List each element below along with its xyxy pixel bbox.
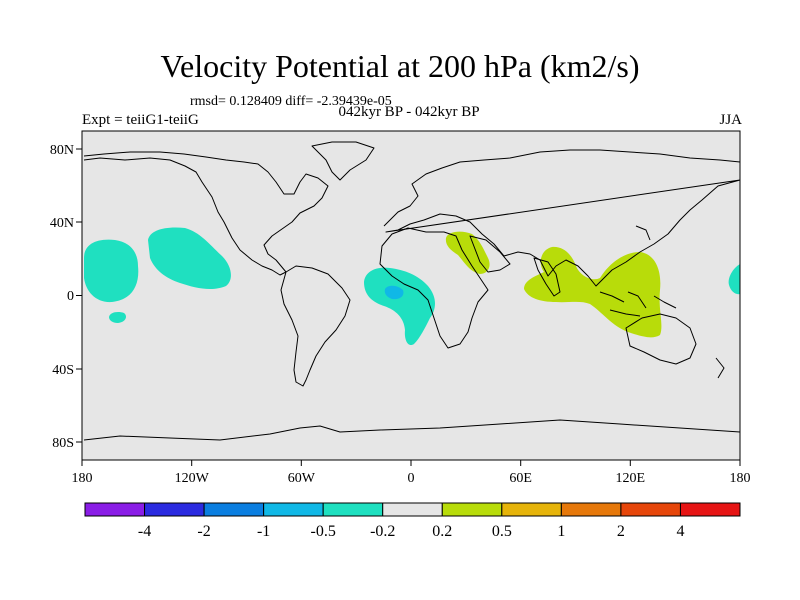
y-tick-label: 80N: [50, 143, 74, 158]
x-tick-label: 180: [730, 471, 751, 486]
x-tick-label: 60E: [509, 471, 532, 486]
stats-text: rmsd= 0.128409 diff= -2.39439e-05: [190, 94, 392, 109]
coast-australia: [625, 313, 697, 365]
colorbar-swatch: [620, 502, 681, 517]
x-tick-label: 180: [72, 471, 93, 486]
coast-africa: [379, 227, 489, 349]
negative-anomaly-central-pacific: [84, 239, 139, 303]
anomaly-fields: [84, 227, 740, 346]
negative-anomaly-small-pacific: [109, 312, 126, 323]
colorbar-label: 0.5: [492, 523, 512, 540]
coast-japan-nz: [635, 225, 725, 379]
x-tick-label: 120E: [616, 471, 646, 486]
colorbar-label: 2: [617, 523, 625, 540]
colorbar-swatch: [441, 502, 503, 517]
colorbar-swatch: [560, 502, 622, 517]
y-tick-label: 40N: [50, 216, 74, 231]
colorbar-swatch: [382, 502, 443, 517]
axis-ticks: [76, 148, 741, 466]
coastlines: [83, 141, 741, 441]
page-title: Velocity Potential at 200 hPa (km2/s): [160, 48, 640, 84]
positive-anomaly-indian-ocean: [524, 246, 662, 338]
colorbar-label: -1: [257, 523, 270, 540]
colorbar-swatch: [144, 502, 205, 517]
colorbar: [84, 502, 741, 517]
coast-antarctica: [83, 419, 741, 441]
season-label: JJA: [719, 112, 742, 128]
colorbar-swatch: [501, 502, 562, 517]
period-label: 042kyr BP - 042kyr BP: [338, 104, 480, 120]
coast-eurasia: [383, 149, 741, 287]
coast-greenland: [311, 141, 375, 181]
positive-anomaly-north-africa: [445, 231, 490, 274]
x-tick-labels: 180 120W 60W 0 60E 120E 180: [72, 471, 751, 486]
coast-north-america: [83, 151, 329, 276]
negative-anomaly-atlantic-core: [384, 285, 404, 300]
colorbar-label: -2: [197, 523, 210, 540]
coast-arabia: [469, 235, 511, 273]
colorbar-swatch: [263, 502, 324, 517]
y-tick-label: 0: [67, 289, 74, 304]
colorbar-label: -0.2: [370, 523, 395, 540]
colorbar-label: 0.2: [432, 523, 452, 540]
colorbar-labels: -4 -2 -1 -0.5 -0.2 0.2 0.5 1 2 4: [138, 523, 685, 540]
colorbar-swatch: [322, 502, 384, 517]
y-tick-labels: 80N 40N 0 40S 80S: [50, 143, 74, 451]
experiment-label: Expt = teiiG1-teiiG: [82, 112, 199, 128]
coast-india: [533, 257, 561, 297]
colorbar-swatch: [203, 502, 265, 517]
coast-indonesia: [599, 291, 677, 317]
colorbar-label: 1: [557, 523, 565, 540]
colorbar-swatch: [84, 502, 146, 517]
negative-anomaly-east-pacific: [148, 227, 231, 290]
colorbar-swatch: [679, 502, 741, 517]
negative-anomaly-atlantic: [364, 267, 435, 346]
colorbar-label: -4: [138, 523, 151, 540]
colorbar-label: -0.5: [311, 523, 336, 540]
positive-anomaly-east-edge: [728, 264, 740, 295]
y-tick-label: 40S: [52, 363, 74, 378]
x-tick-label: 120W: [175, 471, 210, 486]
x-tick-label: 0: [408, 471, 415, 486]
y-tick-label: 80S: [52, 436, 74, 451]
coast-south-america: [280, 265, 351, 387]
x-tick-label: 60W: [288, 471, 316, 486]
map-panel: 180 120W 60W 0 60E 120E 180 80N 40N 0 40…: [50, 130, 751, 486]
colorbar-label: 4: [676, 523, 684, 540]
